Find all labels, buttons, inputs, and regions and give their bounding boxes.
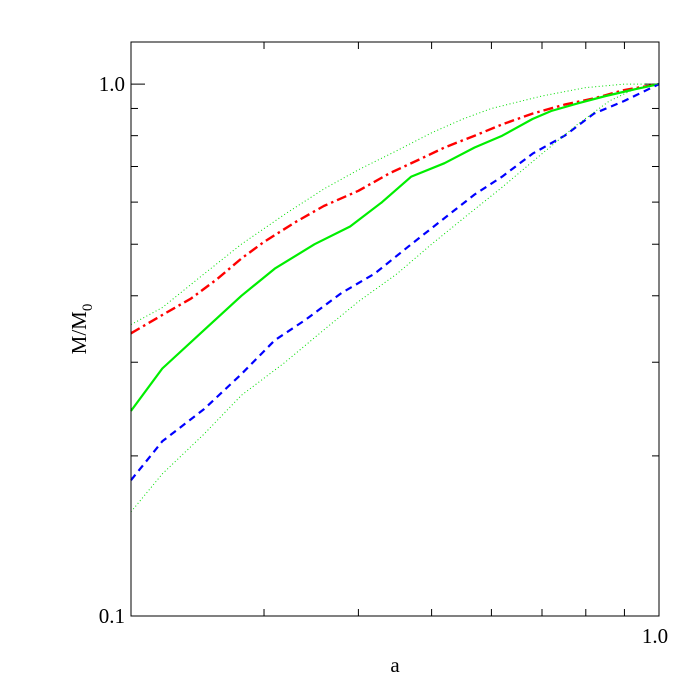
y-tick-label: 1.0 [99, 72, 125, 96]
series-line-solid-2 [130, 83, 660, 412]
y-tick-label: 0.1 [99, 604, 125, 628]
series-layer [130, 82, 660, 513]
y-axis-label-main: M/M [67, 311, 91, 355]
series-line-dash-dot-1 [130, 82, 660, 335]
plot-frame [130, 41, 660, 617]
y-axis-label-subscript: 0 [80, 304, 96, 312]
series-line-dotted-4 [130, 83, 660, 513]
x-axis-label: a [390, 653, 400, 677]
ticks-layer [131, 42, 660, 617]
x-tick-label: 1.0 [642, 624, 668, 648]
y-axis-label: M/M0 [67, 304, 96, 355]
series-line-dotted-0 [130, 83, 659, 326]
labels-layer: 1.0 0.1 1.0 [99, 72, 668, 648]
series-line-dashed-3 [130, 83, 660, 481]
